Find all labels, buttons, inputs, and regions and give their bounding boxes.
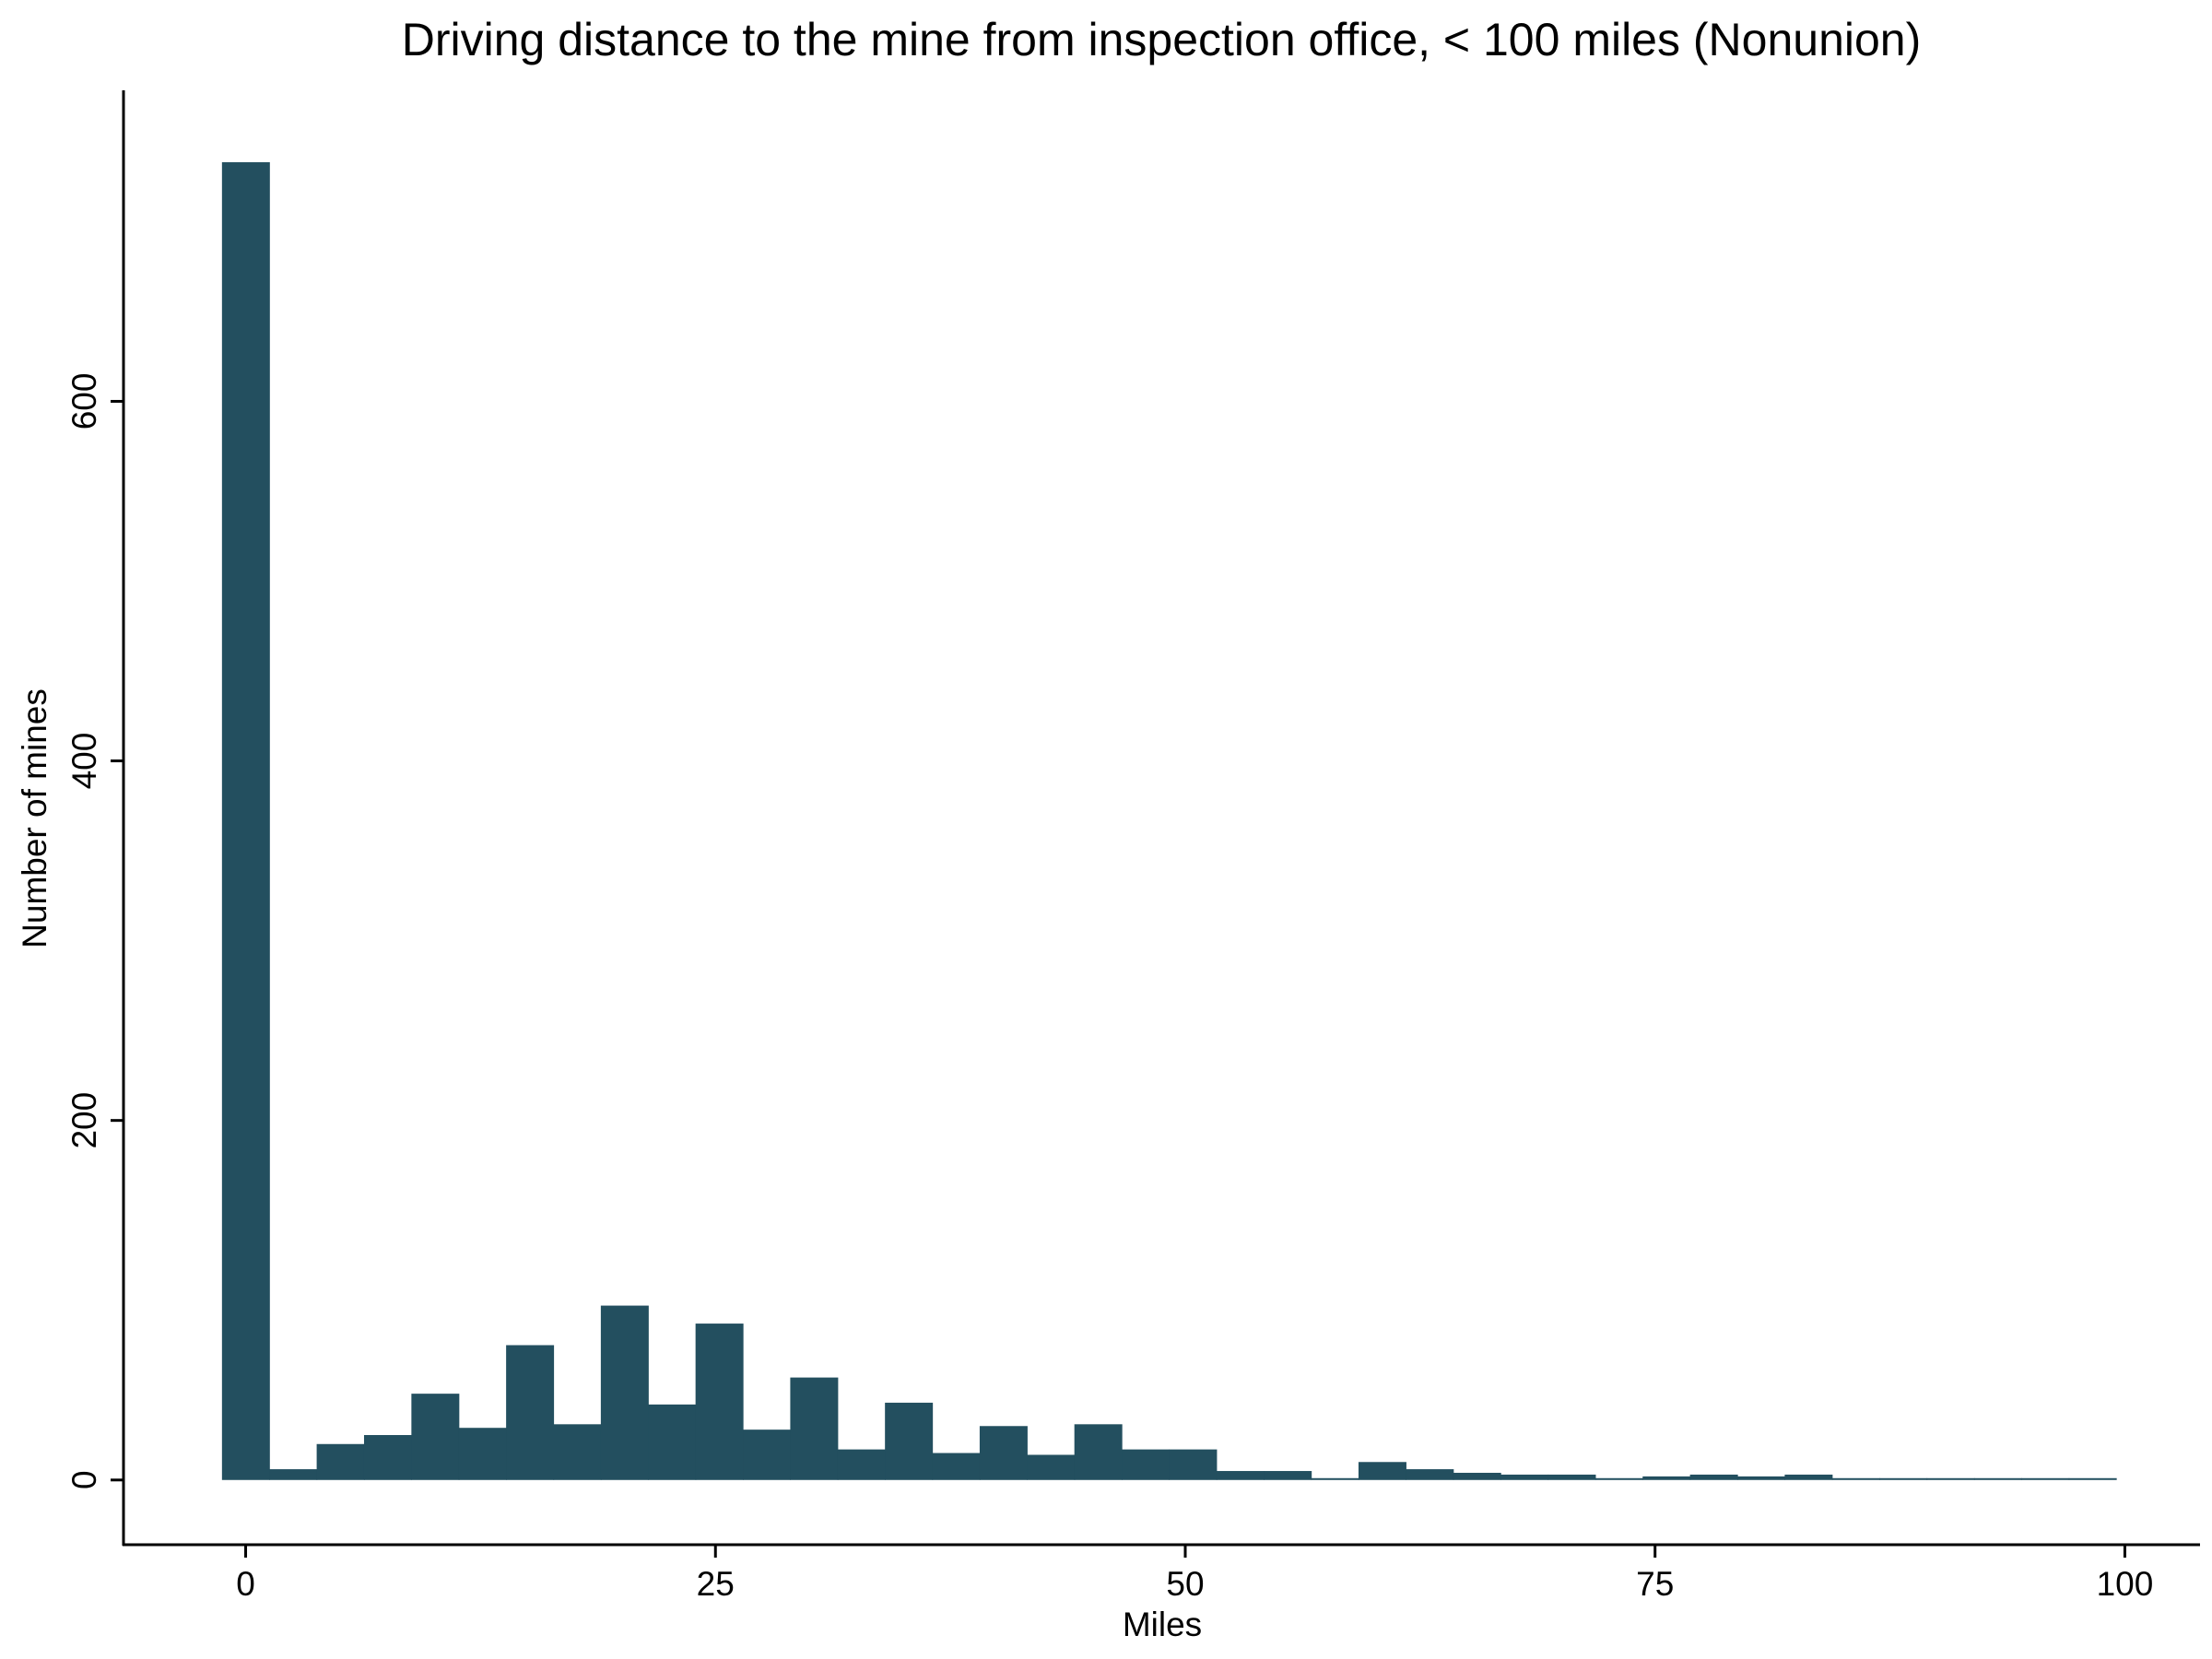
histogram-bar	[695, 1324, 744, 1480]
histogram-bar	[363, 1435, 412, 1480]
y-tick-label: 200	[65, 1092, 103, 1149]
histogram-bar	[506, 1345, 555, 1480]
histogram-bar	[1406, 1469, 1454, 1480]
x-axis-ticks: 0 25 50 75 100	[236, 1545, 2153, 1603]
histogram-bar	[979, 1426, 1028, 1480]
histogram-bar	[1216, 1471, 1265, 1480]
chart-title: Driving distance to the mine from inspec…	[402, 14, 1922, 65]
histogram-bar	[553, 1424, 602, 1480]
histogram-bar	[837, 1449, 886, 1480]
histogram-bar	[1500, 1474, 1549, 1480]
histogram-bar	[1784, 1474, 1833, 1480]
histogram-bar	[1831, 1477, 1880, 1480]
histogram-bar	[790, 1377, 839, 1480]
histogram-bar	[316, 1443, 365, 1480]
histogram-bar	[648, 1404, 697, 1480]
histogram-bar	[1642, 1476, 1691, 1480]
histogram-bar	[1926, 1477, 1975, 1480]
histogram-bar	[1879, 1477, 1928, 1480]
histogram-bar	[1453, 1472, 1501, 1480]
histogram-bar	[932, 1453, 981, 1480]
histogram-bar	[743, 1430, 792, 1480]
x-tick-label: 50	[1166, 1565, 1204, 1603]
histogram-bar	[1358, 1462, 1406, 1480]
histogram-bar	[221, 162, 270, 1480]
histogram-bar	[1973, 1477, 2022, 1480]
histogram-bar	[1737, 1476, 1785, 1480]
histogram-bar	[885, 1402, 934, 1480]
histogram-bar	[1027, 1454, 1076, 1480]
x-tick-label: 25	[697, 1565, 735, 1603]
x-tick-label: 75	[1636, 1565, 1674, 1603]
x-axis-title: Miles	[1123, 1606, 1202, 1643]
x-tick-label: 0	[236, 1565, 255, 1603]
y-tick-label: 0	[65, 1470, 103, 1489]
histogram-bar	[1689, 1474, 1738, 1480]
histogram-bar	[458, 1428, 507, 1480]
histogram-bar	[1311, 1477, 1359, 1480]
histogram-bar	[1264, 1471, 1312, 1480]
histogram-bar	[411, 1394, 460, 1480]
histogram-bar	[1547, 1474, 1596, 1480]
y-tick-label: 600	[65, 373, 103, 430]
y-axis-title: Number of mines	[16, 688, 53, 948]
histogram-bar	[600, 1305, 649, 1480]
y-tick-label: 400	[65, 733, 103, 790]
histogram-bar	[2068, 1477, 2117, 1480]
histogram-bar	[2021, 1477, 2070, 1480]
histogram-bar	[1122, 1449, 1171, 1480]
y-axis-ticks: 0 200 400 600	[65, 373, 124, 1489]
histogram-bar	[269, 1469, 318, 1480]
x-tick-label: 100	[2097, 1565, 2154, 1603]
histogram-bar	[1169, 1449, 1218, 1480]
bars-layer	[221, 162, 2117, 1480]
histogram-bar	[1074, 1424, 1123, 1480]
histogram-bar	[1594, 1477, 1643, 1480]
